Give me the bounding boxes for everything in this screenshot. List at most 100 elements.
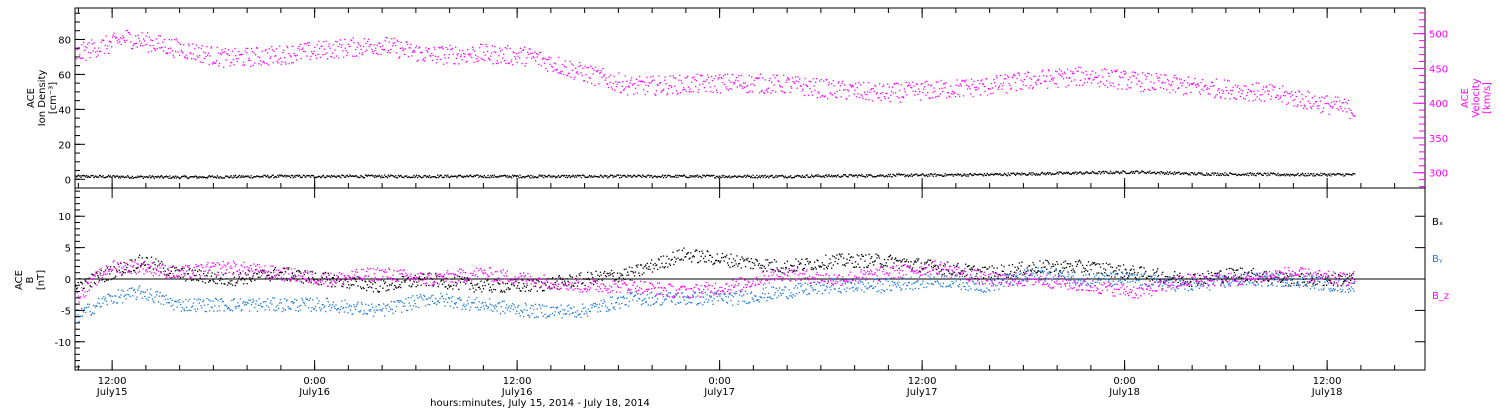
data-point — [871, 100, 874, 102]
data-point — [1134, 171, 1136, 173]
data-point — [1053, 77, 1055, 79]
data-point — [847, 176, 849, 178]
data-point — [787, 271, 789, 273]
data-point — [302, 174, 304, 176]
data-point — [883, 259, 886, 261]
data-point — [1146, 76, 1148, 78]
data-point — [363, 176, 366, 179]
data-point — [711, 175, 713, 177]
data-point — [606, 175, 608, 177]
data-point — [846, 258, 848, 260]
data-point — [318, 300, 320, 302]
data-point — [1067, 172, 1069, 174]
data-point — [480, 57, 482, 59]
data-point — [481, 302, 483, 305]
data-point — [683, 174, 685, 176]
data-point — [1263, 100, 1265, 102]
data-point — [781, 272, 783, 274]
data-point — [295, 309, 297, 311]
data-point — [1039, 174, 1041, 176]
data-point — [681, 82, 683, 84]
data-point — [336, 279, 338, 281]
data-point — [338, 175, 340, 177]
data-point — [119, 297, 121, 299]
data-point — [104, 299, 106, 301]
data-point — [1218, 174, 1221, 177]
data-point — [211, 63, 214, 65]
data-point — [436, 300, 439, 303]
data-point — [418, 306, 420, 309]
data-point — [270, 56, 272, 58]
data-point — [1285, 173, 1287, 175]
data-point — [110, 41, 112, 43]
data-point — [278, 271, 281, 274]
data-point — [624, 75, 626, 77]
data-point — [1111, 71, 1113, 73]
data-point — [1314, 95, 1316, 97]
data-point — [626, 274, 628, 277]
data-point — [1116, 69, 1118, 71]
data-point — [823, 80, 825, 82]
data-point — [477, 174, 479, 176]
data-point — [728, 79, 730, 81]
data-point — [288, 63, 290, 65]
data-point — [716, 175, 719, 178]
data-point — [211, 272, 213, 274]
data-point — [1033, 173, 1035, 175]
data-point — [1135, 170, 1137, 172]
data-point — [235, 307, 237, 309]
data-point — [933, 265, 935, 267]
data-point — [1033, 264, 1035, 266]
data-point — [279, 298, 282, 301]
data-point — [1331, 173, 1333, 175]
data-point — [339, 176, 341, 178]
data-point — [107, 45, 109, 47]
data-point — [113, 266, 115, 268]
data-point — [1214, 172, 1216, 174]
data-point — [418, 47, 420, 49]
data-point — [707, 76, 710, 78]
data-point — [709, 175, 711, 177]
data-point — [386, 305, 388, 307]
data-point — [1017, 72, 1019, 75]
data-point — [1061, 172, 1063, 175]
data-point — [185, 280, 187, 282]
data-point — [269, 57, 271, 60]
data-point — [127, 289, 129, 291]
data-point — [675, 77, 677, 80]
data-point — [966, 265, 968, 268]
data-point — [1262, 86, 1265, 88]
data-point — [163, 38, 166, 41]
data-point — [1199, 93, 1201, 95]
data-point — [731, 175, 733, 178]
data-point — [969, 268, 971, 270]
data-point — [327, 175, 329, 178]
data-point — [1117, 170, 1119, 173]
data-point — [319, 279, 322, 281]
data-point — [1063, 172, 1065, 174]
data-point — [462, 305, 464, 307]
data-point — [283, 49, 285, 51]
data-point — [946, 91, 949, 94]
data-point — [878, 255, 880, 257]
data-point — [632, 271, 634, 273]
data-point — [324, 305, 326, 307]
data-point — [598, 275, 601, 277]
data-point — [92, 274, 94, 276]
data-point — [896, 173, 898, 175]
data-point — [195, 310, 197, 313]
data-point — [247, 175, 250, 177]
data-point — [1229, 98, 1231, 100]
data-point — [422, 176, 424, 178]
data-point — [1132, 74, 1134, 77]
data-point — [593, 284, 595, 286]
data-point — [1100, 171, 1103, 174]
data-point — [597, 176, 599, 178]
data-point — [1139, 85, 1141, 88]
data-point — [639, 264, 642, 266]
data-point — [1226, 268, 1228, 270]
data-point — [761, 89, 763, 92]
data-point — [359, 176, 361, 178]
data-point — [1086, 264, 1088, 267]
data-point — [183, 44, 185, 46]
